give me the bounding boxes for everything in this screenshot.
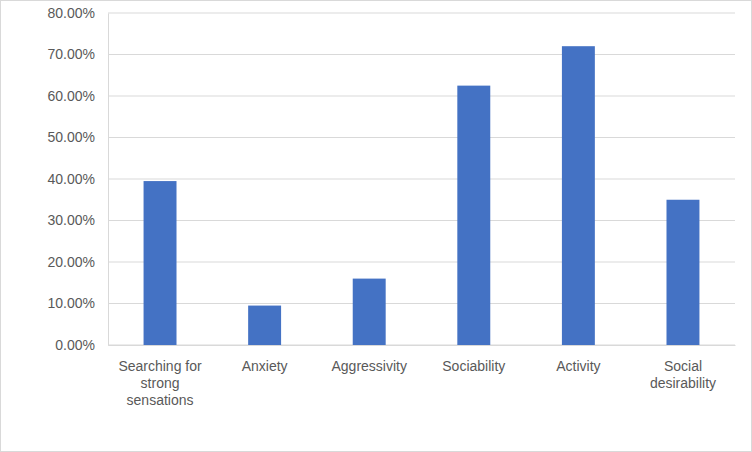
- y-tick: 70.00%: [48, 46, 108, 62]
- y-tick: 80.00%: [48, 5, 108, 21]
- x-tick: Anxiety: [242, 345, 288, 374]
- y-tick-label: 60.00%: [48, 88, 95, 104]
- y-tick-label: 50.00%: [48, 129, 95, 145]
- y-tick: 50.00%: [48, 129, 108, 145]
- x-tick-label-line: strong: [141, 375, 180, 391]
- x-axis: Searching forstrongsensations Anxiety Aggr…: [109, 345, 736, 408]
- x-tick-label-line: Anxiety: [242, 358, 288, 374]
- y-tick: 40.00%: [48, 171, 108, 187]
- x-tick: Socialdesirability: [650, 345, 716, 391]
- y-axis-line: [108, 14, 109, 346]
- y-axis: 0.00% 10.00% 20.00% 30.00% 40.00% 50.00% 60.00…: [48, 5, 109, 353]
- chart: 0.00% 10.00% 20.00% 30.00% 40.00% 50.00% 60.00…: [0, 0, 752, 452]
- grid-line: [108, 262, 735, 263]
- bar: [457, 86, 490, 345]
- y-tick: 10.00%: [48, 295, 108, 311]
- x-tick: Sociability: [442, 345, 505, 374]
- grid-line: [108, 303, 735, 304]
- y-tick-label: 40.00%: [48, 171, 95, 187]
- grid-line: [108, 96, 735, 97]
- x-tick-label: Searching forstrongsensations: [118, 358, 202, 408]
- y-tick-label: 30.00%: [48, 212, 95, 228]
- x-tick-label: Socialdesirability: [650, 358, 716, 391]
- x-tick-label: Activity: [556, 358, 600, 374]
- x-tick-label-line: desirability: [650, 375, 716, 391]
- y-tick: 0.00%: [55, 337, 108, 353]
- y-tick: 60.00%: [48, 88, 108, 104]
- bar: [666, 200, 699, 345]
- grid-line: [108, 54, 735, 55]
- y-tick: 30.00%: [48, 212, 108, 228]
- grid-line: [108, 137, 735, 138]
- y-tick-label: 0.00%: [55, 337, 95, 353]
- chart-border: [1, 1, 752, 452]
- x-tick: Activity: [556, 345, 600, 374]
- x-tick-label-line: Aggressivity: [331, 358, 406, 374]
- x-tick: Searching forstrongsensations: [118, 345, 202, 408]
- x-tick-label-line: sensations: [127, 392, 194, 408]
- plot: 0.00% 10.00% 20.00% 30.00% 40.00% 50.00% 60.00…: [48, 5, 736, 408]
- x-tick: Aggressivity: [331, 345, 406, 374]
- x-tick-label-line: Sociability: [442, 358, 505, 374]
- x-tick-label: Sociability: [442, 358, 505, 374]
- grid-line: [108, 220, 735, 221]
- grid-line: [108, 345, 735, 346]
- y-tick-label: 10.00%: [48, 295, 95, 311]
- x-tick-label: Aggressivity: [331, 358, 406, 374]
- y-tick: 20.00%: [48, 254, 108, 270]
- y-tick-label: 70.00%: [48, 46, 95, 62]
- x-tick-label-line: Activity: [556, 358, 600, 374]
- x-axis-line: [109, 345, 736, 346]
- x-tick-label-line: Social: [664, 358, 702, 374]
- bars: [144, 46, 700, 345]
- bar: [353, 279, 386, 345]
- grid-line: [108, 13, 735, 14]
- x-tick-label-line: Searching for: [118, 358, 202, 374]
- x-tick-label: Anxiety: [242, 358, 288, 374]
- y-tick-label: 80.00%: [48, 5, 95, 21]
- y-tick-label: 20.00%: [48, 254, 95, 270]
- grid-line: [108, 179, 735, 180]
- grid: [108, 13, 735, 345]
- bar: [144, 181, 177, 345]
- bar: [248, 306, 281, 345]
- bar: [562, 46, 595, 345]
